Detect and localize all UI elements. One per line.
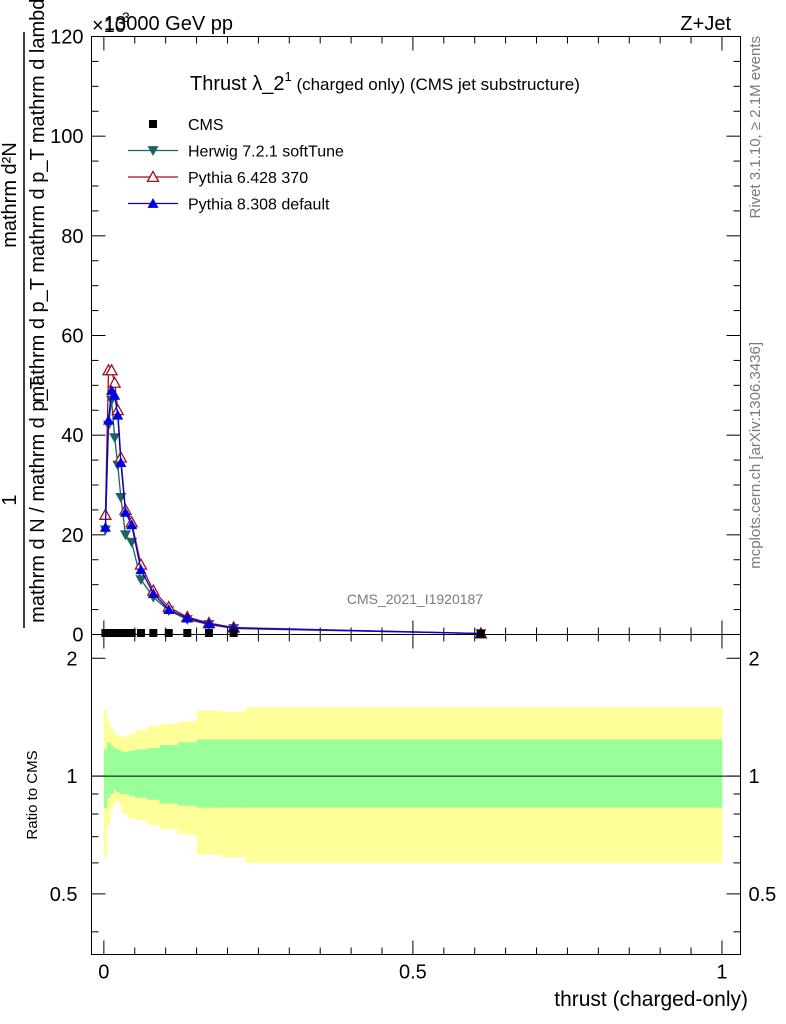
main-ylabel-top: mathrm d²N	[0, 142, 21, 248]
ratio-band-green	[116, 749, 120, 793]
legend-item: Pythia 8.308 default	[128, 197, 330, 214]
ratio-band-green	[221, 739, 247, 808]
ratio-ytick-label-right: 2	[749, 648, 760, 670]
ratio-band-green	[147, 747, 160, 800]
data-point	[181, 612, 193, 623]
legend: CMS Herwig 7.2.1 softTune Pythia 6.428 370…	[128, 117, 344, 214]
legend-label: Pythia 8.308 default	[188, 197, 330, 214]
legend-item: Herwig 7.2.1 softTune	[128, 144, 344, 161]
data-point	[119, 530, 131, 541]
main-yticks: 0 20 40 60 80 100 120	[50, 27, 741, 647]
ratio-band-green	[122, 752, 129, 794]
data-point	[149, 629, 158, 638]
ratio-band-green	[178, 742, 197, 806]
data-point	[115, 457, 127, 467]
ratio-band-green	[106, 742, 111, 798]
ratio-frame	[91, 634, 741, 955]
data-point	[135, 564, 147, 575]
data-point	[116, 629, 125, 638]
legend-item: Pythia 6.428 370	[128, 170, 308, 187]
header-exponent-power: 3	[122, 9, 130, 25]
legend-label: Pythia 6.428 370	[188, 170, 308, 187]
data-point	[147, 588, 159, 599]
data-point	[164, 629, 173, 638]
main-ytick-label: 100	[50, 126, 83, 148]
main-title-text: Thrust λ_2	[190, 73, 284, 95]
main-ytick-label: 80	[61, 226, 83, 248]
legend-label: CMS	[188, 117, 224, 134]
rivet-label: Rivet 3.1.10, ≥ 2.1M events	[747, 36, 764, 219]
x-axis-label: thrust (charged-only)	[554, 988, 748, 1011]
legend-marker	[147, 146, 159, 156]
series-3	[99, 384, 487, 638]
main-ylabel-one: 1	[0, 494, 21, 505]
ratio-ytick-label: 0.5	[50, 884, 78, 906]
legend-label: Herwig 7.2.1 softTune	[188, 144, 344, 161]
ratio-xtick-label: 0	[98, 962, 109, 984]
data-point	[203, 618, 215, 629]
data-point	[204, 629, 213, 638]
data-point	[183, 629, 192, 638]
ratio-yticks: 0.5 0.5 1 1 2 2	[50, 648, 777, 933]
mcplots-label: mcplots.cern.ch [arXiv:1306.3436]	[747, 342, 764, 569]
main-title: Thrust λ_21 (charged only) (CMS jet subs…	[190, 69, 580, 95]
header-exponent: ×10	[92, 15, 126, 37]
main-title-subtitle: (charged only) (CMS jet substructure)	[292, 75, 580, 94]
ratio-band-green	[134, 749, 148, 798]
main-ytick-label: 0	[72, 625, 83, 647]
data-point	[229, 629, 238, 638]
data-point	[163, 604, 175, 614]
data-point	[109, 433, 121, 444]
header-right: Z+Jet	[680, 13, 731, 35]
ratio-xtick-label: 0.5	[399, 962, 427, 984]
main-ylabel-den: mathrm d N / mathrm d p_T	[27, 377, 49, 623]
ratio-band-green	[128, 750, 136, 796]
ratio-xtick-label: 1	[716, 962, 727, 984]
ratio-ytick-label-right: 1	[749, 766, 760, 788]
main-title-sup: 1	[284, 69, 291, 84]
data-point	[104, 363, 119, 376]
main-ytick-label: 20	[61, 525, 83, 547]
data-point	[99, 521, 111, 532]
ratio-band-green	[103, 749, 108, 808]
main-ytick-label: 120	[50, 27, 83, 49]
data-point	[119, 506, 131, 517]
data-point	[126, 519, 138, 530]
data-point	[102, 414, 114, 425]
data-point	[135, 575, 147, 586]
data-point	[108, 376, 122, 388]
ratio-ytick-label: 2	[66, 648, 77, 670]
data-point	[112, 409, 124, 420]
legend-item: CMS	[149, 117, 224, 134]
ratio-band-green	[110, 745, 114, 794]
ratio-ytick-label-right: 0.5	[749, 884, 777, 906]
data-point	[121, 629, 130, 638]
ratio-band-green	[119, 750, 123, 794]
series-0	[101, 629, 485, 639]
legend-marker	[146, 170, 160, 183]
ratio-ytick-label: 1	[66, 766, 77, 788]
ratio-bands	[103, 707, 723, 863]
ratio-band-green	[159, 745, 179, 804]
ratio-ylabel: Ratio to CMS	[24, 750, 41, 839]
data-point	[136, 629, 145, 638]
legend-marker	[147, 198, 159, 208]
ratio-band-green	[196, 739, 222, 808]
ratio-band-green	[246, 739, 723, 808]
main-ylabel-bottom: mathrm d p_T mathrm d p_T mathrm d lambd…	[27, 0, 49, 402]
ratio-xticks: 0 0.5 1	[98, 634, 728, 984]
legend-marker	[149, 120, 157, 128]
main-panel: 0 20 40 60 80 100 120 CMS_2021_I1920187 Thrust…	[50, 27, 741, 647]
main-series	[98, 363, 488, 640]
ratio-band-green	[113, 747, 117, 791]
watermark: CMS_2021_I1920187	[347, 591, 483, 607]
main-ytick-label: 60	[61, 326, 83, 348]
main-ylabel: 1 mathrm d N / mathrm d p_T mathrm d²N m…	[0, 0, 49, 628]
main-ytick-label: 40	[61, 425, 83, 447]
data-point	[109, 389, 121, 400]
header-left: 13000 GeV pp	[104, 13, 233, 35]
data-point	[127, 629, 136, 638]
ratio-panel: 0.5 0.51 12 2 0 0.5 1 Ratio to CMS thrust (ch…	[24, 634, 777, 1011]
